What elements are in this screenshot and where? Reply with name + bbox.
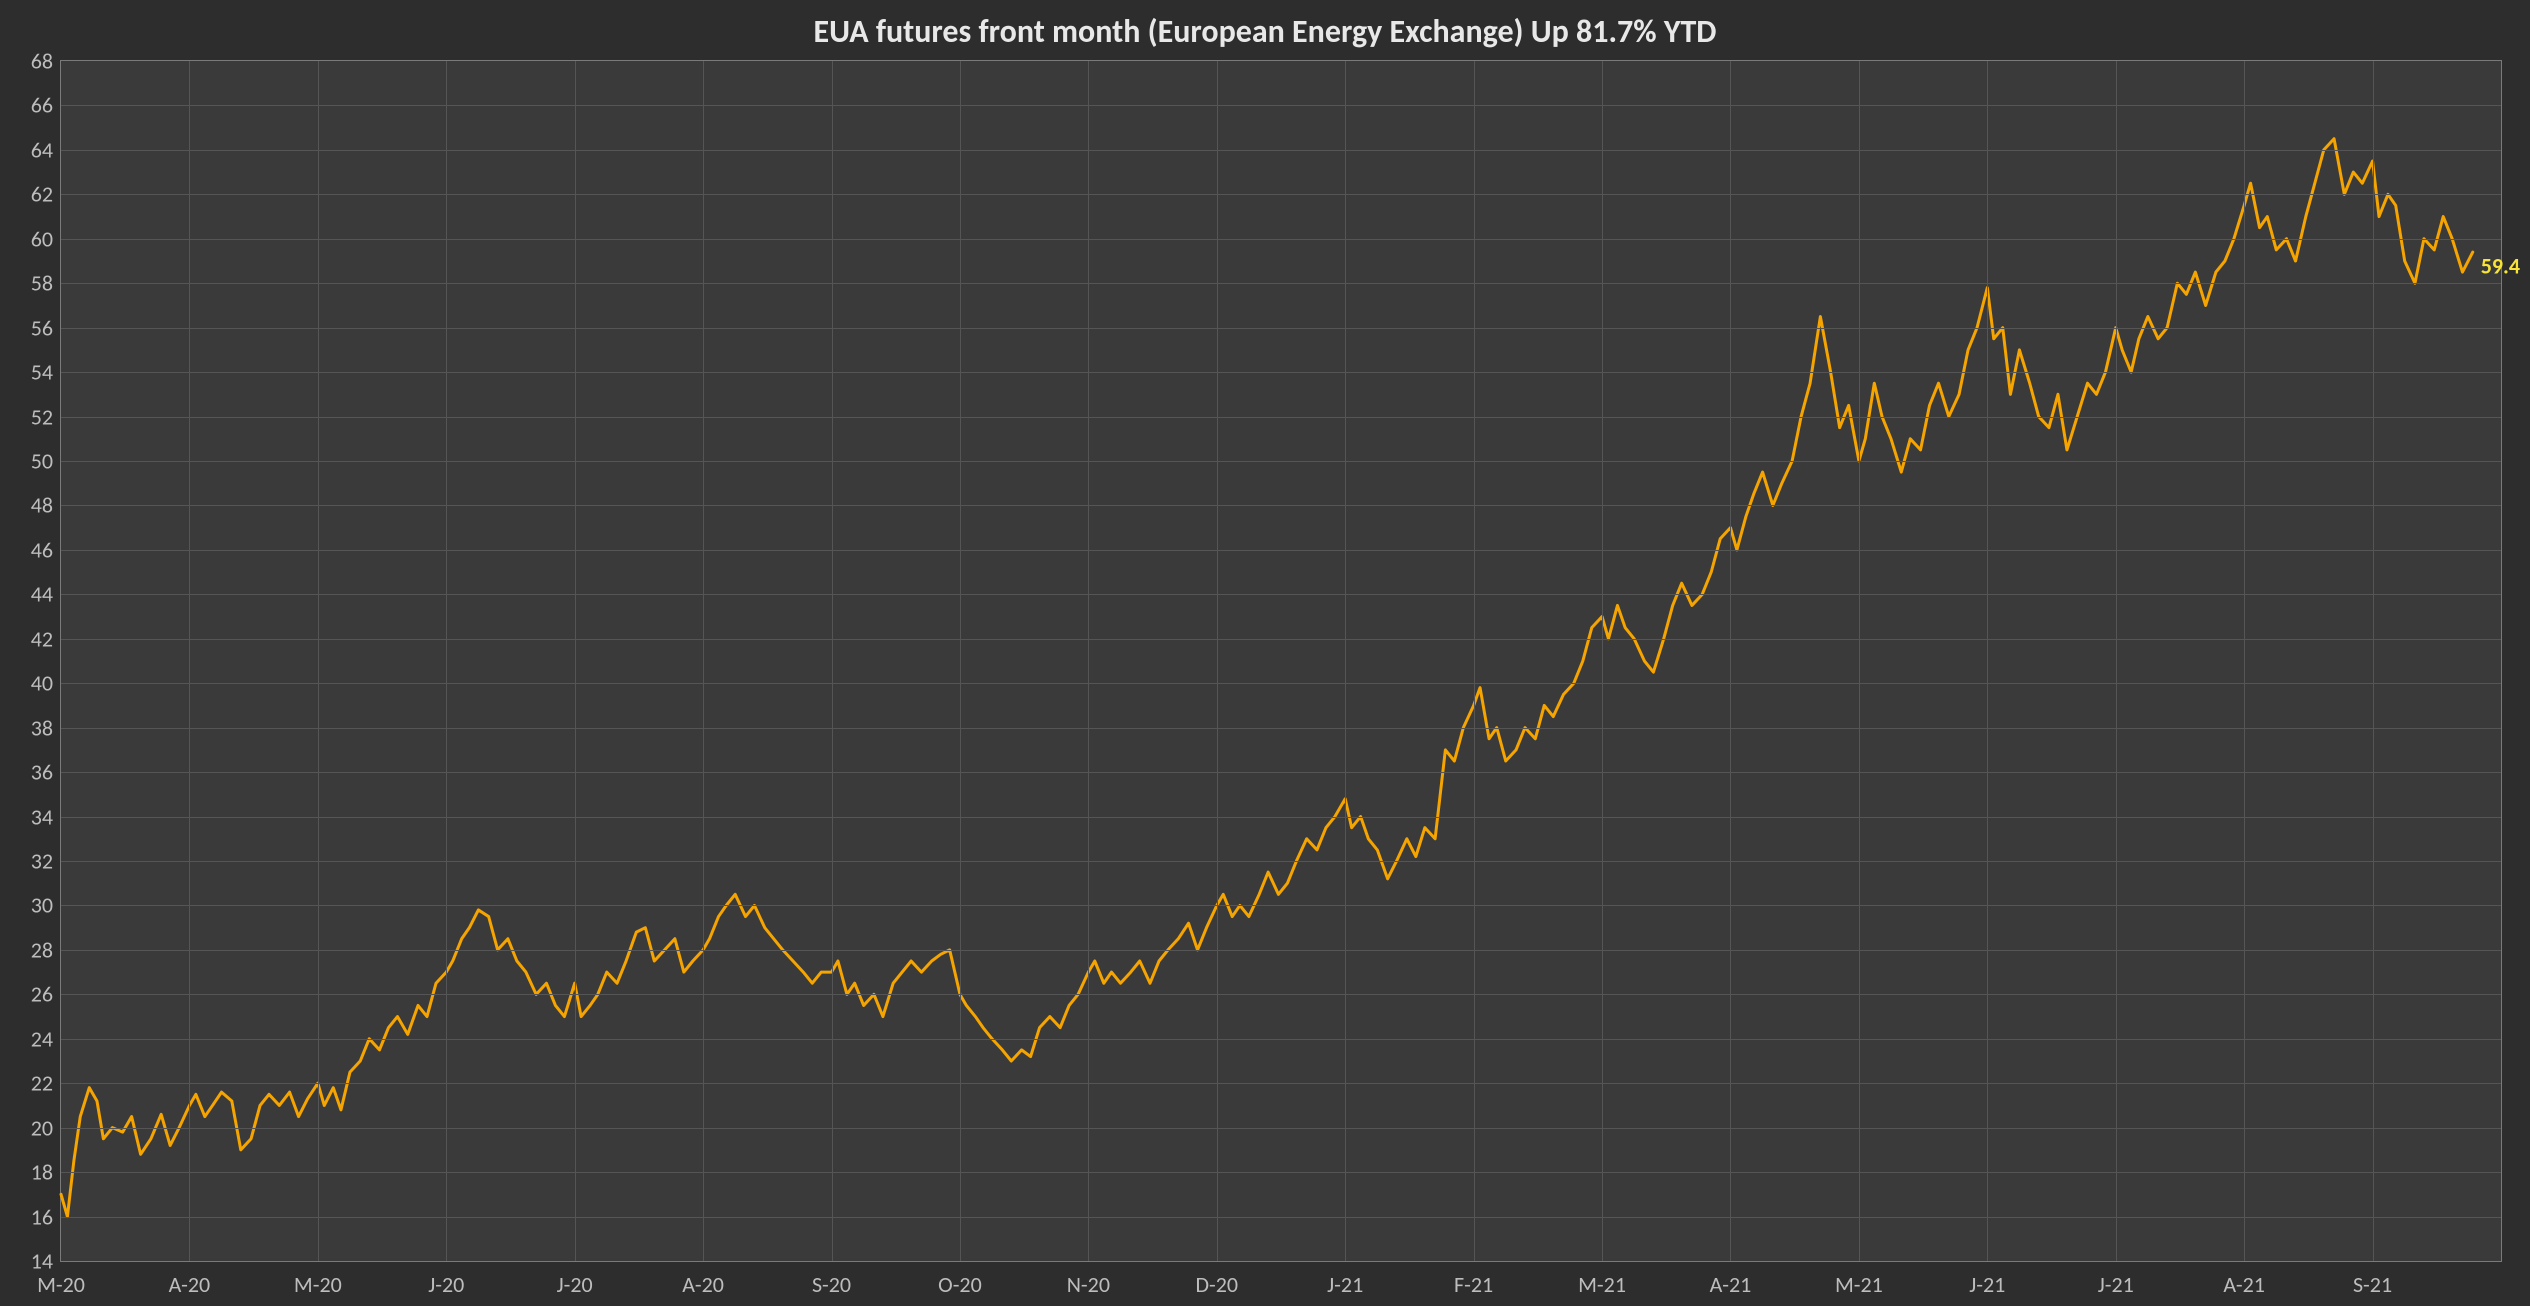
y-tick-label: 16 <box>31 1203 61 1230</box>
gridline-horizontal <box>61 461 2501 462</box>
gridline-horizontal <box>61 994 2501 995</box>
gridline-vertical <box>2373 61 2374 1261</box>
gridline-horizontal <box>61 817 2501 818</box>
gridline-horizontal <box>61 950 2501 951</box>
x-tick-label: J-20 <box>428 1261 464 1298</box>
x-tick-label: M-20 <box>294 1261 342 1298</box>
gridline-vertical <box>1345 61 1346 1261</box>
gridline-horizontal <box>61 1128 2501 1129</box>
y-tick-label: 24 <box>31 1025 61 1052</box>
x-tick-label: M-21 <box>1835 1261 1883 1298</box>
gridline-vertical <box>960 61 961 1261</box>
x-tick-label: A-20 <box>682 1261 724 1298</box>
gridline-vertical <box>1602 61 1603 1261</box>
gridline-horizontal <box>61 1172 2501 1173</box>
x-tick-label: S-20 <box>812 1261 851 1298</box>
gridline-vertical <box>575 61 576 1261</box>
gridline-vertical <box>446 61 447 1261</box>
x-tick-label: F-21 <box>1454 1261 1493 1298</box>
y-tick-label: 18 <box>31 1159 61 1186</box>
gridline-horizontal <box>61 905 2501 906</box>
gridline-horizontal <box>61 505 2501 506</box>
y-tick-label: 30 <box>31 892 61 919</box>
y-tick-label: 28 <box>31 936 61 963</box>
gridline-vertical <box>318 61 319 1261</box>
y-tick-label: 68 <box>31 48 61 75</box>
chart-title: EUA futures front month (European Energy… <box>0 12 2530 51</box>
gridline-horizontal <box>61 283 2501 284</box>
gridline-vertical <box>189 61 190 1261</box>
gridline-vertical <box>1730 61 1731 1261</box>
gridline-vertical <box>1474 61 1475 1261</box>
y-tick-label: 34 <box>31 803 61 830</box>
y-tick-label: 66 <box>31 92 61 119</box>
gridline-horizontal <box>61 105 2501 106</box>
x-tick-label: A-20 <box>169 1261 211 1298</box>
y-tick-label: 42 <box>31 625 61 652</box>
x-tick-label: N-20 <box>1067 1261 1110 1298</box>
y-tick-label: 52 <box>31 403 61 430</box>
y-tick-label: 26 <box>31 981 61 1008</box>
x-tick-label: J-20 <box>557 1261 593 1298</box>
plot-area: 1416182022242628303234363840424446485052… <box>60 60 2502 1262</box>
y-tick-label: 36 <box>31 759 61 786</box>
x-tick-label: J-21 <box>1327 1261 1363 1298</box>
gridline-vertical <box>1859 61 1860 1261</box>
y-tick-label: 56 <box>31 314 61 341</box>
gridline-horizontal <box>61 861 2501 862</box>
y-tick-label: 48 <box>31 492 61 519</box>
gridline-horizontal <box>61 1217 2501 1218</box>
gridline-vertical <box>1987 61 1988 1261</box>
y-tick-label: 58 <box>31 270 61 297</box>
gridline-vertical <box>2244 61 2245 1261</box>
line-series <box>61 61 2501 1261</box>
gridline-vertical <box>832 61 833 1261</box>
y-tick-label: 50 <box>31 448 61 475</box>
y-tick-label: 62 <box>31 181 61 208</box>
gridline-horizontal <box>61 328 2501 329</box>
y-tick-label: 40 <box>31 670 61 697</box>
gridline-horizontal <box>61 150 2501 151</box>
x-tick-label: O-20 <box>938 1261 982 1298</box>
x-tick-label: M-21 <box>1578 1261 1626 1298</box>
gridline-vertical <box>1088 61 1089 1261</box>
gridline-vertical <box>703 61 704 1261</box>
gridline-horizontal <box>61 239 2501 240</box>
y-tick-label: 20 <box>31 1114 61 1141</box>
x-tick-label: M-20 <box>37 1261 85 1298</box>
last-value-label: 59.4 <box>2481 253 2520 280</box>
gridline-horizontal <box>61 1083 2501 1084</box>
y-tick-label: 54 <box>31 359 61 386</box>
x-tick-label: A-21 <box>1710 1261 1752 1298</box>
gridline-horizontal <box>61 639 2501 640</box>
gridline-horizontal <box>61 594 2501 595</box>
x-tick-label: A-21 <box>2223 1261 2265 1298</box>
gridline-horizontal <box>61 550 2501 551</box>
x-tick-label: D-20 <box>1195 1261 1238 1298</box>
y-tick-label: 60 <box>31 225 61 252</box>
gridline-vertical <box>2116 61 2117 1261</box>
chart-container: EUA futures front month (European Energy… <box>0 0 2530 1306</box>
y-tick-label: 38 <box>31 714 61 741</box>
gridline-vertical <box>1217 61 1218 1261</box>
x-tick-label: S-21 <box>2353 1261 2392 1298</box>
price-line <box>61 139 2473 1217</box>
gridline-horizontal <box>61 1039 2501 1040</box>
y-tick-label: 64 <box>31 136 61 163</box>
gridline-horizontal <box>61 728 2501 729</box>
y-tick-label: 22 <box>31 1070 61 1097</box>
x-tick-label: J-21 <box>2098 1261 2134 1298</box>
gridline-horizontal <box>61 683 2501 684</box>
gridline-horizontal <box>61 194 2501 195</box>
gridline-horizontal <box>61 772 2501 773</box>
y-tick-label: 32 <box>31 848 61 875</box>
x-tick-label: J-21 <box>1969 1261 2005 1298</box>
y-tick-label: 46 <box>31 536 61 563</box>
y-tick-label: 44 <box>31 581 61 608</box>
gridline-horizontal <box>61 372 2501 373</box>
gridline-horizontal <box>61 417 2501 418</box>
